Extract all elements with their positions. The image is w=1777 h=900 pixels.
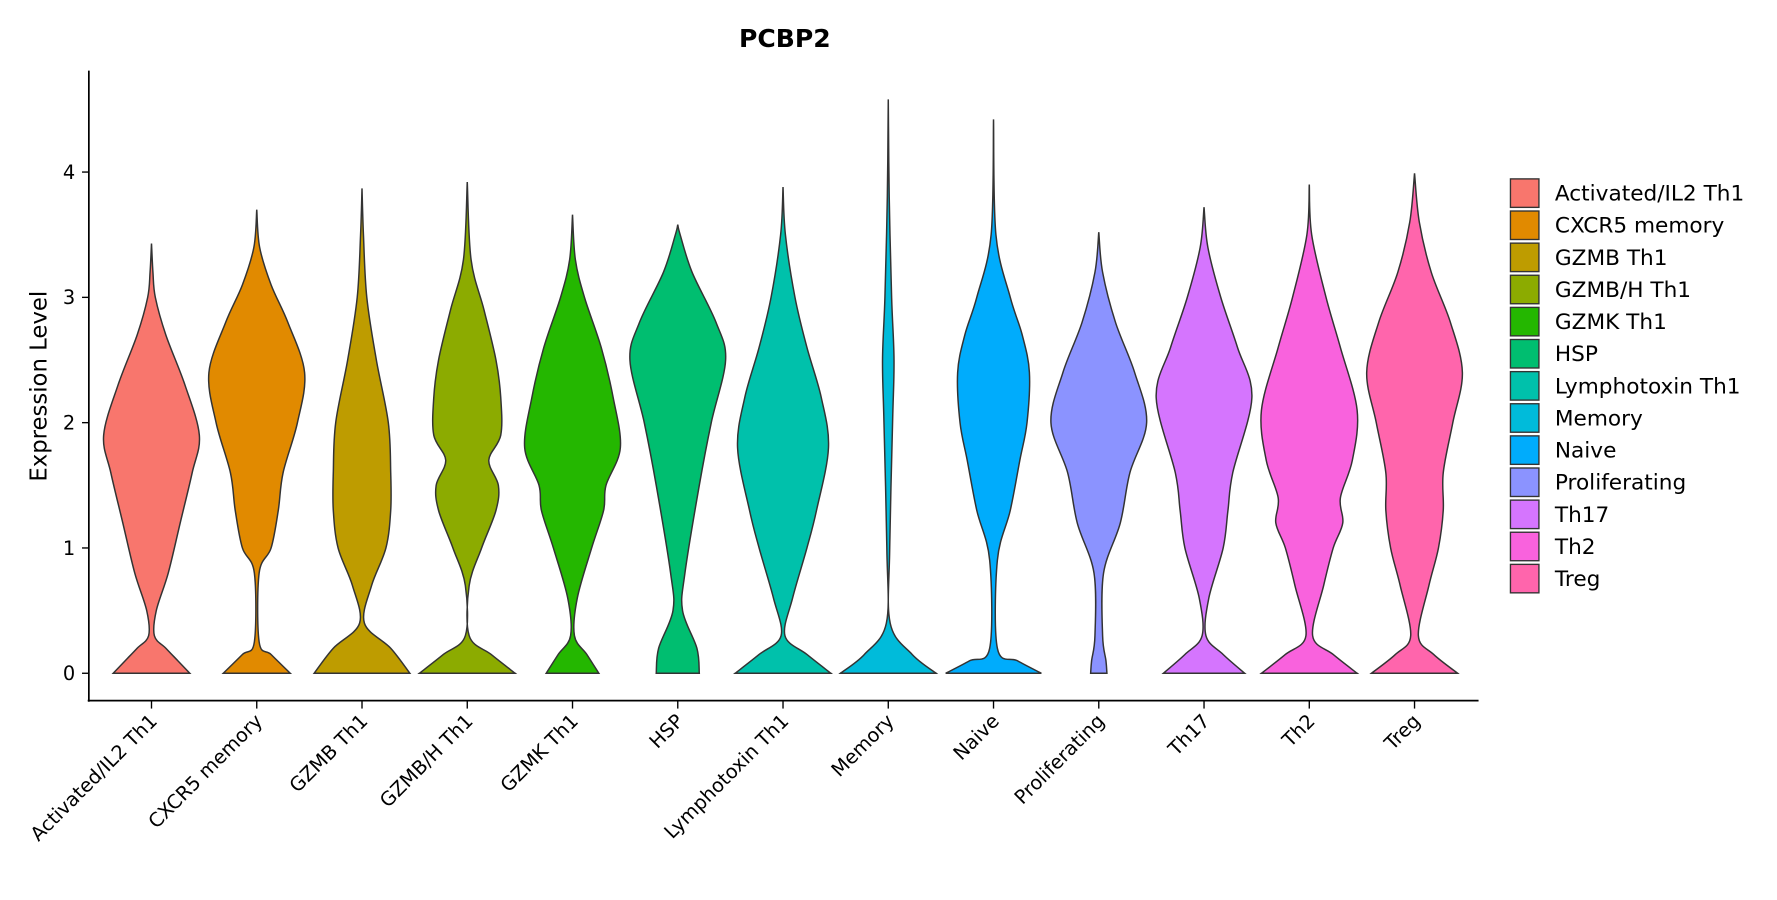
x-tick-label: GZMK Th1 — [496, 710, 583, 797]
violin-cxcr5-memory — [207, 209, 306, 675]
violin-th2 — [1259, 184, 1360, 675]
legend-label: Activated/IL2 Th1 — [1555, 182, 1744, 207]
legend-swatch — [1509, 338, 1540, 369]
legend-label: Proliferating — [1555, 471, 1686, 496]
violins — [102, 99, 1464, 675]
legend-swatch — [1509, 403, 1540, 433]
legend-swatch — [1509, 531, 1540, 562]
violin-gzmb-h-th1 — [417, 182, 518, 675]
x-tick-label: Th17 — [1163, 710, 1214, 761]
legend-label: GZMB/H Th1 — [1555, 278, 1691, 303]
x-tick-label: Treg — [1379, 710, 1425, 756]
x-tick-label: HSP — [645, 709, 689, 753]
legend-label: Naive — [1555, 439, 1617, 464]
y-tick-label: 1 — [63, 537, 75, 560]
legend-swatch — [1509, 467, 1540, 498]
legend-swatch — [1509, 563, 1540, 594]
y-tick-label: 0 — [63, 662, 75, 685]
x-tick-label: Memory — [827, 710, 899, 782]
legend-swatch — [1509, 435, 1540, 466]
y-ticks: 0 1 2 3 4 — [63, 161, 89, 685]
legend-label: Treg — [1554, 567, 1600, 592]
violin-treg — [1365, 173, 1464, 675]
violin-gzmk-th1 — [523, 214, 622, 675]
x-tick-label: GZMB/H Th1 — [375, 710, 477, 812]
x-tick-label: Th2 — [1277, 710, 1320, 753]
x-tick-label: Naive — [949, 710, 1004, 765]
x-tick-label: Activated/IL2 Th1 — [26, 710, 162, 846]
violin-th17 — [1155, 207, 1253, 675]
legend-swatch — [1509, 306, 1540, 337]
legend-swatch — [1509, 242, 1540, 273]
legend-label: Memory — [1555, 406, 1643, 431]
legend-swatch — [1509, 178, 1540, 209]
legend-label: CXCR5 memory — [1555, 214, 1725, 239]
violin-lymphotoxin-th1 — [733, 187, 834, 675]
legend-swatch — [1509, 210, 1540, 241]
legend-label: Th17 — [1554, 503, 1609, 528]
legend-label: Th2 — [1554, 535, 1596, 560]
violin-memory — [838, 99, 939, 675]
legend-label: Lymphotoxin Th1 — [1555, 374, 1741, 399]
x-tick-label: Proliferating — [1010, 710, 1109, 809]
legend-swatch — [1509, 370, 1540, 401]
y-tick-label: 4 — [63, 161, 75, 184]
violin-gzmb-th1 — [312, 188, 412, 675]
x-tick-label: CXCR5 memory — [144, 710, 268, 834]
legend-swatch — [1509, 499, 1540, 530]
legend-label: GZMK Th1 — [1555, 310, 1667, 335]
violin-proliferating — [1050, 232, 1148, 675]
chart-title: PCBP2 — [739, 24, 831, 53]
y-axis-label: Expression Level — [27, 291, 53, 482]
legend: Activated/IL2 Th1 CXCR5 memory GZMB Th1 GZM… — [1509, 178, 1744, 594]
y-tick-label: 2 — [63, 411, 75, 434]
legend-label: HSP — [1555, 342, 1598, 367]
legend-label: GZMB Th1 — [1555, 246, 1668, 271]
violin-naive — [945, 119, 1042, 675]
violin-hsp — [629, 224, 727, 675]
legend-swatch — [1509, 274, 1540, 305]
x-tick-label: GZMB Th1 — [285, 710, 373, 798]
violin-activated-il2-th1 — [102, 243, 201, 675]
y-tick-label: 3 — [63, 286, 75, 309]
